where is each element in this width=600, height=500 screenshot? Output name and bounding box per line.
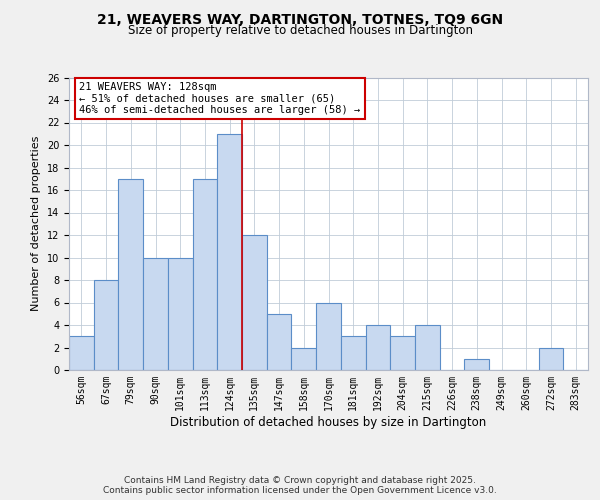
Text: 21 WEAVERS WAY: 128sqm
← 51% of detached houses are smaller (65)
46% of semi-det: 21 WEAVERS WAY: 128sqm ← 51% of detached… [79,82,361,115]
Bar [242,235,267,370]
Text: Contains HM Land Registry data © Crown copyright and database right 2025.: Contains HM Land Registry data © Crown c… [124,476,476,485]
Bar [292,348,316,370]
Bar [168,258,193,370]
Bar [217,134,242,370]
Bar [464,359,489,370]
Bar [193,179,217,370]
Bar [365,325,390,370]
Bar [143,258,168,370]
Bar [69,336,94,370]
Bar [341,336,365,370]
Bar [316,302,341,370]
Y-axis label: Number of detached properties: Number of detached properties [31,136,41,312]
Bar [118,179,143,370]
Bar [539,348,563,370]
Bar [267,314,292,370]
Text: Contains public sector information licensed under the Open Government Licence v3: Contains public sector information licen… [103,486,497,495]
Bar [415,325,440,370]
Bar [390,336,415,370]
Bar [94,280,118,370]
X-axis label: Distribution of detached houses by size in Dartington: Distribution of detached houses by size … [170,416,487,428]
Text: 21, WEAVERS WAY, DARTINGTON, TOTNES, TQ9 6GN: 21, WEAVERS WAY, DARTINGTON, TOTNES, TQ9… [97,12,503,26]
Text: Size of property relative to detached houses in Dartington: Size of property relative to detached ho… [128,24,473,37]
